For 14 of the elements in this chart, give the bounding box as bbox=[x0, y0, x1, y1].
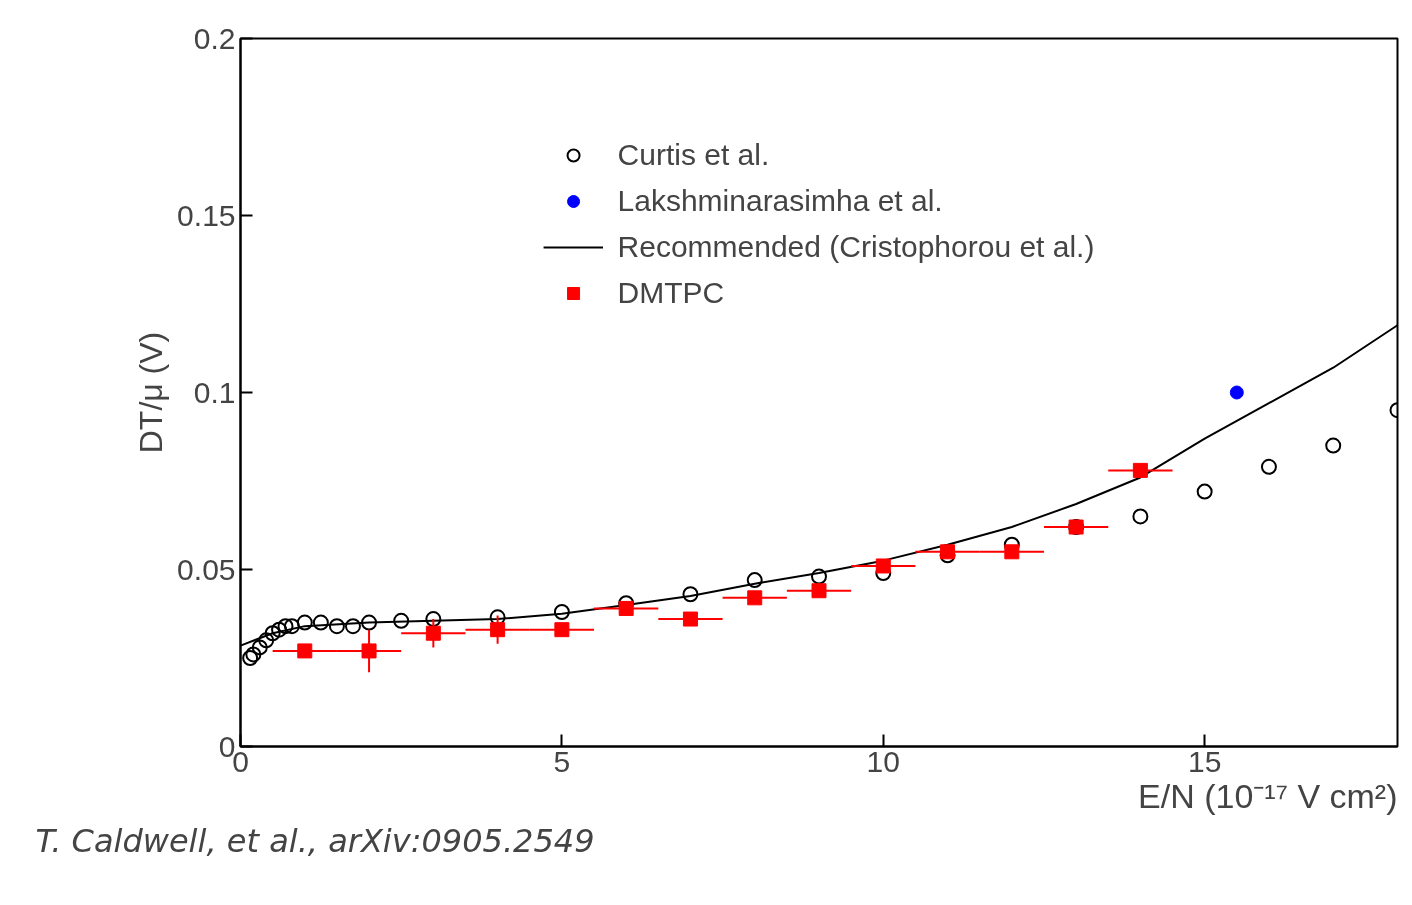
legend-label: Curtis et al. bbox=[617, 138, 770, 172]
y-axis-title: DT/μ (V) bbox=[133, 331, 170, 454]
y-tick-label: 0.1 bbox=[193, 375, 236, 409]
legend-label: Lakshminarasimha et al. bbox=[617, 184, 943, 218]
y-tick-label: 0.05 bbox=[177, 552, 236, 586]
x-tick-label: 15 bbox=[1187, 744, 1222, 778]
x-axis-title: E/N (10⁻¹⁷ V cm²) bbox=[1138, 776, 1398, 815]
y-tick-label: 0.2 bbox=[193, 21, 236, 55]
legend-label: Recommended (Cristophorou et al.) bbox=[617, 230, 1095, 264]
y-tick-label: 0.15 bbox=[177, 198, 236, 232]
x-tick-label: 10 bbox=[866, 744, 900, 778]
x-tick-label: 5 bbox=[553, 744, 571, 778]
legend-label: DMTPC bbox=[617, 276, 725, 310]
text: T. Caldwell, et al., arXiv:0905.2549 bbox=[35, 821, 595, 860]
